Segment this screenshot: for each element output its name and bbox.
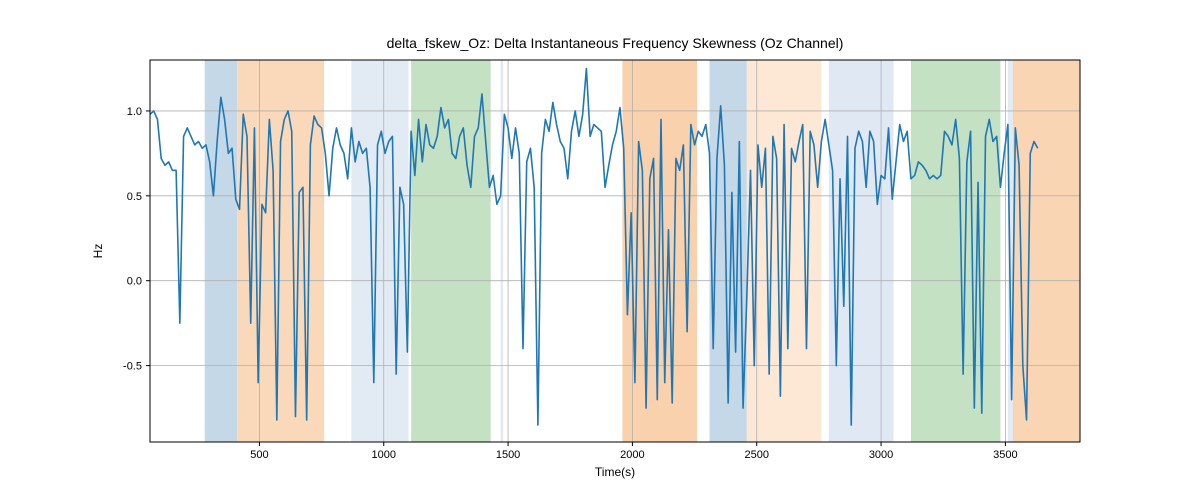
line-chart: 500 1000 1500 2000 2500 3000 3500 -0.5 0.0 0.5 1.0… <box>0 0 1200 500</box>
xtick-label: 1000 <box>372 449 396 461</box>
y-axis-label: Hz <box>91 244 105 259</box>
band-0 <box>205 60 237 442</box>
xtick-label: 2500 <box>744 449 768 461</box>
band-7 <box>747 60 822 442</box>
band-4 <box>501 60 503 442</box>
xtick-label: 3500 <box>993 449 1017 461</box>
xtick-label: 1500 <box>496 449 520 461</box>
x-axis-label: Time(s) <box>595 465 635 479</box>
chart-container: 500 1000 1500 2000 2500 3000 3500 -0.5 0.0 0.5 1.0… <box>0 0 1200 500</box>
ytick-label: 1.0 <box>127 106 142 118</box>
band-9 <box>911 60 1001 442</box>
band-2 <box>351 60 408 442</box>
ytick-label: -0.5 <box>123 361 142 373</box>
ytick-label: 0.0 <box>127 276 142 288</box>
band-1 <box>237 60 324 442</box>
xtick-label: 500 <box>250 449 268 461</box>
band-11 <box>1013 60 1080 442</box>
chart-title: delta_fskew_Oz: Delta Instantaneous Freq… <box>387 35 844 51</box>
xtick-label: 2000 <box>620 449 644 461</box>
ytick-label: 0.5 <box>127 191 142 203</box>
xtick-label: 3000 <box>869 449 893 461</box>
